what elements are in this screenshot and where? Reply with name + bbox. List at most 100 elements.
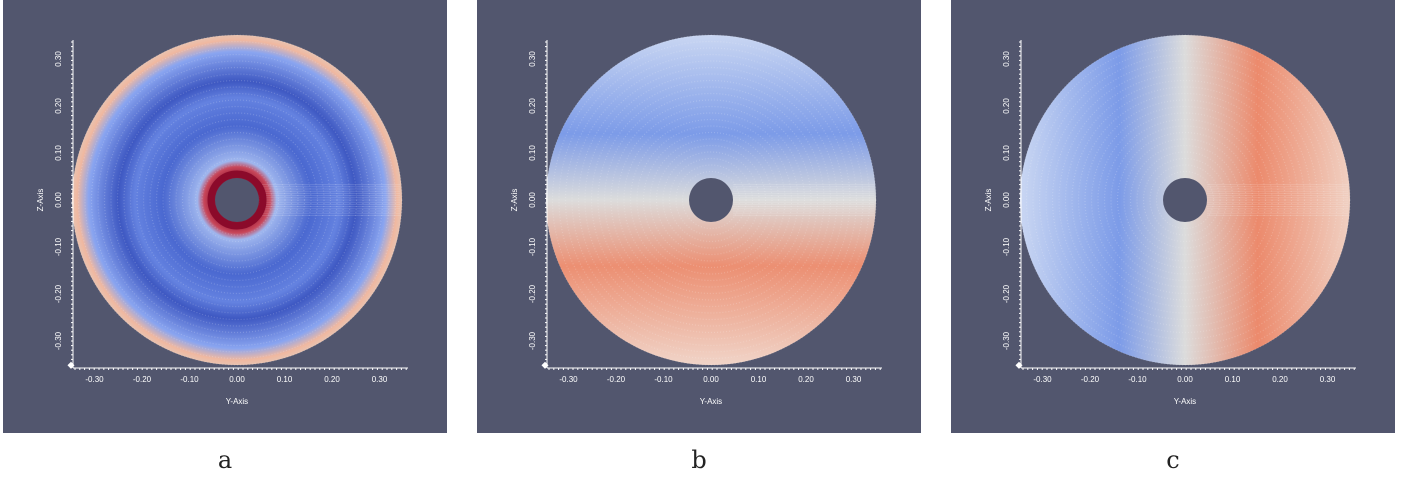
mesh-ring xyxy=(629,118,793,282)
mesh-ring xyxy=(662,151,760,249)
x-tick-label: 0.00 xyxy=(1177,375,1193,384)
mesh-ring xyxy=(1110,125,1260,275)
y-tick-label: 0.30 xyxy=(54,51,63,67)
mesh-ring xyxy=(136,99,338,301)
x-tick-label: 0.10 xyxy=(751,375,767,384)
y-tick-label: 0.20 xyxy=(1002,98,1011,114)
x-tick-label: 0.10 xyxy=(277,375,293,384)
mesh-ring xyxy=(116,79,358,321)
panel: -0.30 -0.20 -0.10 0.00 0.10 0.20 0.30 -0.30 -0.2… xyxy=(3,0,447,433)
mesh-ring xyxy=(616,105,806,295)
y-axis-title: Z-Axis xyxy=(984,189,993,212)
mesh-ring xyxy=(142,105,332,295)
x-tick-label: 0.30 xyxy=(372,375,388,384)
x-tick-label: -0.30 xyxy=(85,375,104,384)
caption: a xyxy=(217,446,233,474)
mesh-ring xyxy=(590,79,832,321)
mesh-ring xyxy=(1058,73,1312,327)
mesh-ring xyxy=(610,99,812,301)
x-tick-label: -0.10 xyxy=(180,375,199,384)
y-tick-label: -0.30 xyxy=(1002,331,1011,350)
mesh-ring xyxy=(1071,86,1299,314)
panel: -0.30 -0.20 -0.10 0.00 0.10 0.20 0.30 -0.30 -0.2… xyxy=(477,0,921,433)
mesh-ring xyxy=(1149,164,1221,236)
x-axis-title: Y-Axis xyxy=(226,397,248,406)
x-tick-label: 0.30 xyxy=(846,375,862,384)
y-tick-label: 0.30 xyxy=(1002,51,1011,67)
mesh-ring xyxy=(1142,157,1228,243)
x-tick-label: -0.20 xyxy=(133,375,152,384)
mesh-ring xyxy=(155,118,319,282)
mesh-ring xyxy=(1025,40,1345,360)
x-tick-label: 0.10 xyxy=(1225,375,1241,384)
mesh-ring xyxy=(642,131,780,269)
mesh-ring xyxy=(110,73,364,327)
y-tick-label: 0.20 xyxy=(528,98,537,114)
mesh-ring xyxy=(71,34,403,366)
mesh-ring xyxy=(551,40,871,360)
mesh-ring xyxy=(1123,138,1247,262)
mesh-ring xyxy=(577,66,845,334)
x-axis-title: Y-Axis xyxy=(1174,397,1196,406)
inner-ring xyxy=(207,170,267,230)
mesh-ring xyxy=(90,53,384,347)
mesh-ring xyxy=(194,157,280,243)
mesh-ring xyxy=(123,86,351,314)
x-tick-label: 0.20 xyxy=(324,375,340,384)
mesh-ring xyxy=(564,53,858,347)
origin-marker xyxy=(541,361,549,369)
x-tick-label: -0.20 xyxy=(607,375,626,384)
y-tick-label: -0.10 xyxy=(528,237,537,256)
mesh-ring xyxy=(1045,60,1325,340)
x-axis-title: Y-Axis xyxy=(700,397,722,406)
y-axis-title: Z-Axis xyxy=(510,189,519,212)
mesh-ring xyxy=(623,112,799,288)
mesh-ring xyxy=(1064,79,1306,321)
x-tick-label: 0.00 xyxy=(703,375,719,384)
mesh-ring xyxy=(1019,34,1351,366)
y-tick-label: -0.10 xyxy=(54,237,63,256)
x-tick-label: 0.30 xyxy=(1320,375,1336,384)
figure: -0.30 -0.20 -0.10 0.00 0.10 0.20 0.30 -0.30 -0.2… xyxy=(3,0,1395,433)
x-tick-label: 0.20 xyxy=(1272,375,1288,384)
x-tick-label: -0.30 xyxy=(559,375,578,384)
mesh-ring xyxy=(681,170,741,230)
y-tick-label: -0.20 xyxy=(54,284,63,303)
x-tick-label: 0.20 xyxy=(798,375,814,384)
mesh-ring xyxy=(1077,92,1293,308)
mesh-ring xyxy=(103,66,371,334)
mesh-ring xyxy=(1032,47,1338,353)
y-tick-label: 0.10 xyxy=(1002,145,1011,161)
mesh-ring xyxy=(597,86,825,314)
y-tick-label: 0.30 xyxy=(528,51,537,67)
x-tick-label: -0.20 xyxy=(1081,375,1100,384)
y-tick-label: 0.00 xyxy=(528,192,537,208)
hole xyxy=(1163,178,1207,222)
mesh-ring xyxy=(201,164,273,236)
mesh-ring xyxy=(558,47,864,353)
x-tick-label: 0.00 xyxy=(229,375,245,384)
mesh-ring xyxy=(129,92,345,308)
y-tick-label: 0.20 xyxy=(54,98,63,114)
mesh-ring xyxy=(175,138,299,262)
mesh-ring xyxy=(636,125,786,275)
mesh-ring xyxy=(668,157,754,243)
origin-marker xyxy=(1015,361,1023,369)
mesh-ring xyxy=(1038,53,1332,347)
y-tick-label: -0.30 xyxy=(54,331,63,350)
mesh-ring xyxy=(77,40,397,360)
y-tick-label: -0.20 xyxy=(528,284,537,303)
hole xyxy=(215,178,259,222)
mesh-ring xyxy=(1097,112,1273,288)
y-tick-label: 0.00 xyxy=(54,192,63,208)
mesh-ring xyxy=(655,144,767,256)
mesh-ring xyxy=(84,47,390,353)
mesh-ring xyxy=(97,60,377,340)
mesh-ring xyxy=(649,138,773,262)
x-tick-label: -0.10 xyxy=(1128,375,1147,384)
mesh-ring xyxy=(1136,151,1234,249)
mesh-ring xyxy=(603,92,819,308)
hole xyxy=(689,178,733,222)
mesh-ring xyxy=(1129,144,1241,256)
